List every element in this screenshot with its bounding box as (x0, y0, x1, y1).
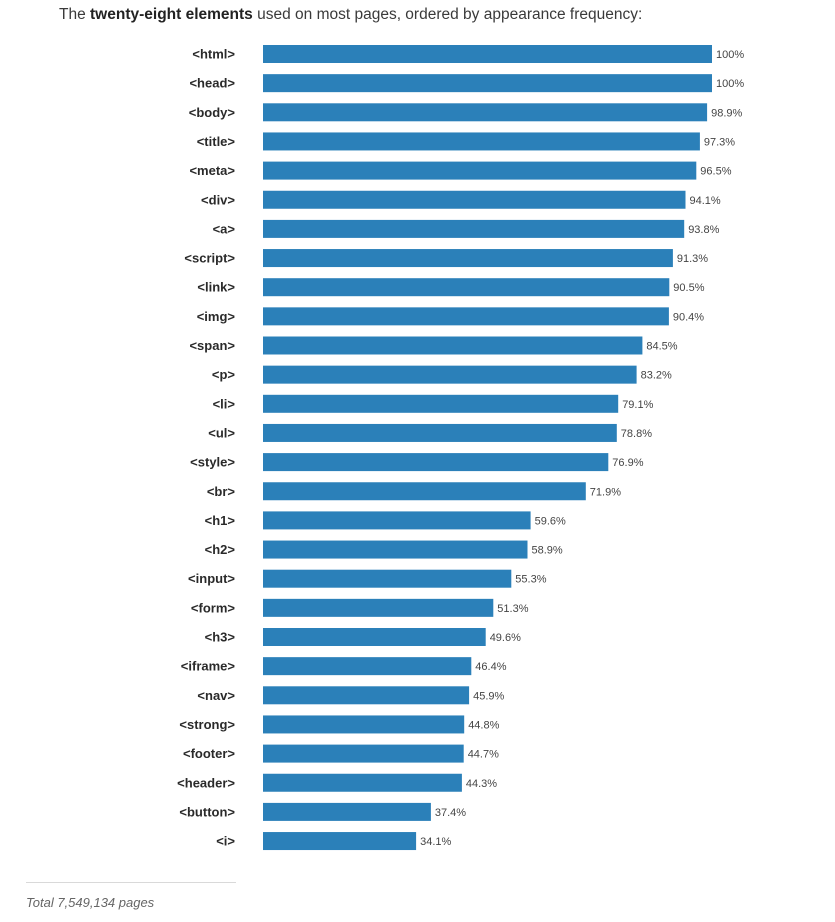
value-label: 44.7% (468, 749, 499, 761)
category-label: <input> (188, 571, 235, 586)
value-label: 94.1% (690, 195, 721, 207)
category-label: <br> (207, 484, 236, 499)
bar (263, 569, 512, 588)
category-label: <ul> (208, 425, 235, 440)
value-label: 76.9% (612, 457, 643, 469)
value-label: 55.3% (515, 574, 546, 586)
value-label: 84.5% (646, 341, 677, 353)
bar (263, 598, 494, 617)
bar (263, 628, 486, 646)
category-label: <span> (189, 338, 235, 353)
value-label: 58.9% (532, 545, 563, 557)
bar (263, 74, 712, 93)
bar (263, 423, 617, 442)
value-label: 83.2% (641, 370, 672, 382)
value-label: 46.4% (475, 661, 506, 673)
value-label: 90.5% (673, 282, 704, 294)
category-label: <meta> (189, 163, 235, 178)
value-label: 78.8% (621, 428, 652, 440)
bar (263, 482, 586, 501)
category-label: <div> (201, 192, 235, 207)
category-label: <h1> (205, 513, 236, 528)
value-label: 51.3% (497, 603, 528, 615)
category-label: <body> (189, 105, 236, 120)
category-label: <header> (177, 775, 235, 790)
value-label: 44.8% (468, 719, 499, 731)
bar (263, 511, 531, 530)
value-label: 37.4% (435, 807, 466, 819)
value-label: 79.1% (622, 399, 653, 411)
category-label: <button> (179, 804, 235, 819)
category-label: <strong> (179, 717, 235, 732)
category-label: <a> (213, 221, 236, 236)
bar (263, 307, 669, 326)
total-pages-note: Total 7,549,134 pages (26, 895, 155, 910)
category-label: <li> (213, 396, 236, 411)
category-label: <i> (216, 834, 235, 849)
bar (263, 540, 528, 559)
category-label: <link> (197, 280, 235, 295)
bar (263, 365, 637, 384)
category-label: <iframe> (181, 659, 236, 674)
category-label: <form> (191, 600, 235, 615)
value-label: 44.3% (466, 778, 497, 790)
value-label: 45.9% (473, 690, 504, 702)
bar (263, 773, 462, 792)
chart-title: The twenty-eight elements used on most p… (59, 6, 642, 24)
category-label: <html> (192, 47, 235, 62)
category-label: <h3> (205, 630, 236, 645)
bar (263, 45, 712, 63)
value-label: 96.5% (700, 166, 731, 178)
category-label: <style> (190, 455, 235, 470)
bar (263, 657, 472, 676)
title-prefix: The (59, 6, 91, 23)
bar (263, 394, 619, 413)
value-label: 91.3% (677, 253, 708, 265)
value-label: 59.6% (535, 515, 566, 527)
bar (263, 453, 609, 472)
category-label: <footer> (183, 746, 235, 761)
value-label: 100% (716, 49, 744, 61)
value-label: 98.9% (711, 107, 742, 119)
value-label: 93.8% (688, 224, 719, 236)
bar (263, 132, 700, 151)
bar (263, 686, 470, 705)
value-label: 90.4% (673, 311, 704, 323)
title-suffix: used on most pages, ordered by appearanc… (252, 6, 643, 23)
value-label: 100% (716, 78, 744, 90)
bar (263, 219, 685, 238)
title-bold: twenty-eight elements (90, 6, 253, 23)
bar (263, 190, 686, 209)
category-label: <title> (197, 134, 236, 149)
bar (263, 249, 673, 268)
category-label: <h2> (205, 542, 236, 557)
bar (263, 336, 643, 355)
bar (263, 715, 465, 734)
category-label: <p> (212, 367, 236, 382)
category-label: <script> (184, 251, 235, 266)
value-label: 97.3% (704, 136, 735, 148)
bar (263, 832, 417, 851)
value-label: 34.1% (420, 836, 451, 848)
value-label: 71.9% (590, 486, 621, 498)
category-label: <img> (197, 309, 236, 324)
bar (263, 744, 464, 763)
bar (263, 278, 670, 297)
bar (263, 161, 697, 180)
bar (263, 103, 708, 122)
category-label: <head> (189, 76, 235, 91)
value-label: 49.6% (490, 632, 521, 644)
bar-chart: <html> 100% <head> 100% <body> 98.9% <title> 97… (177, 45, 744, 851)
category-label: <nav> (197, 688, 235, 703)
footer-divider (26, 882, 236, 883)
bar (263, 802, 431, 821)
